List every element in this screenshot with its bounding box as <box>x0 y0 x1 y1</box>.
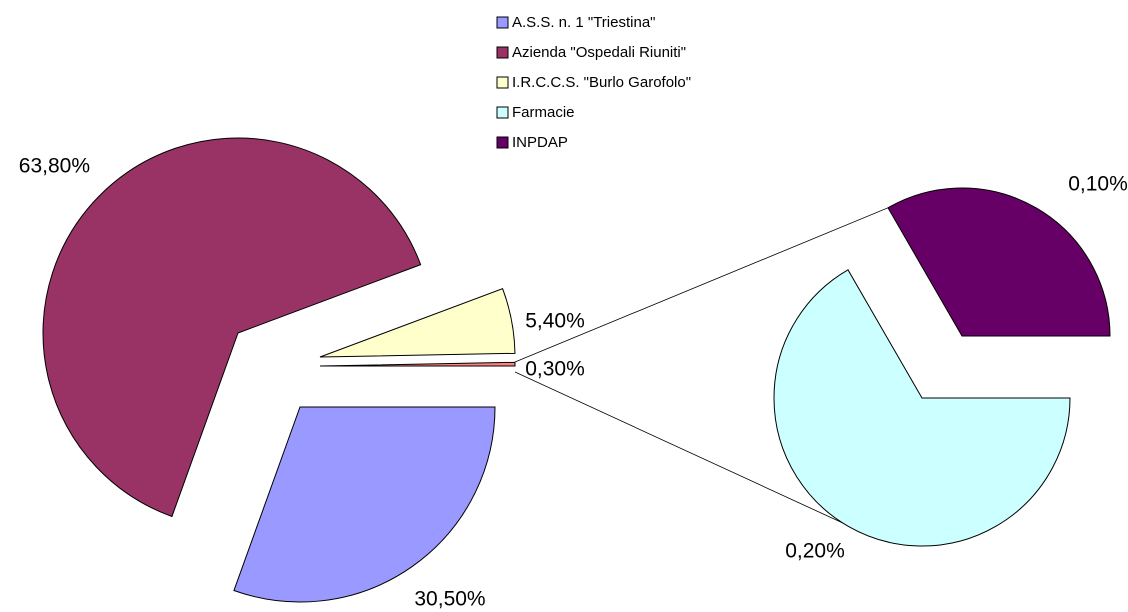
legend-swatch <box>496 46 509 59</box>
pie-slice <box>319 288 516 358</box>
pie-slice <box>319 361 516 367</box>
data-label: 0,10% <box>1068 173 1128 196</box>
legend-label: I.R.C.C.S. "Burlo Garofolo" <box>512 74 691 91</box>
pie-slice <box>42 137 422 518</box>
data-label: 30,50% <box>414 588 485 611</box>
data-label: 5,40% <box>525 310 585 333</box>
connector-line <box>514 206 891 363</box>
data-label: 63,80% <box>19 155 90 178</box>
legend-swatch <box>496 76 509 89</box>
pie-slice <box>887 187 1111 337</box>
connector-line <box>514 371 859 531</box>
pie-slice <box>773 269 1071 547</box>
legend-swatch <box>496 106 509 119</box>
data-label: 0,20% <box>785 540 845 563</box>
legend-label: Farmacie <box>512 104 575 121</box>
data-label: 0,30% <box>525 358 585 381</box>
legend-label: Azienda "Ospedali Riuniti" <box>512 44 686 61</box>
legend-swatch <box>496 136 509 149</box>
legend-label: A.S.S. n. 1 "Triestina" <box>512 14 655 31</box>
legend-label: INPDAP <box>512 134 568 151</box>
legend-swatch <box>496 16 509 29</box>
pie-slice <box>233 406 496 603</box>
